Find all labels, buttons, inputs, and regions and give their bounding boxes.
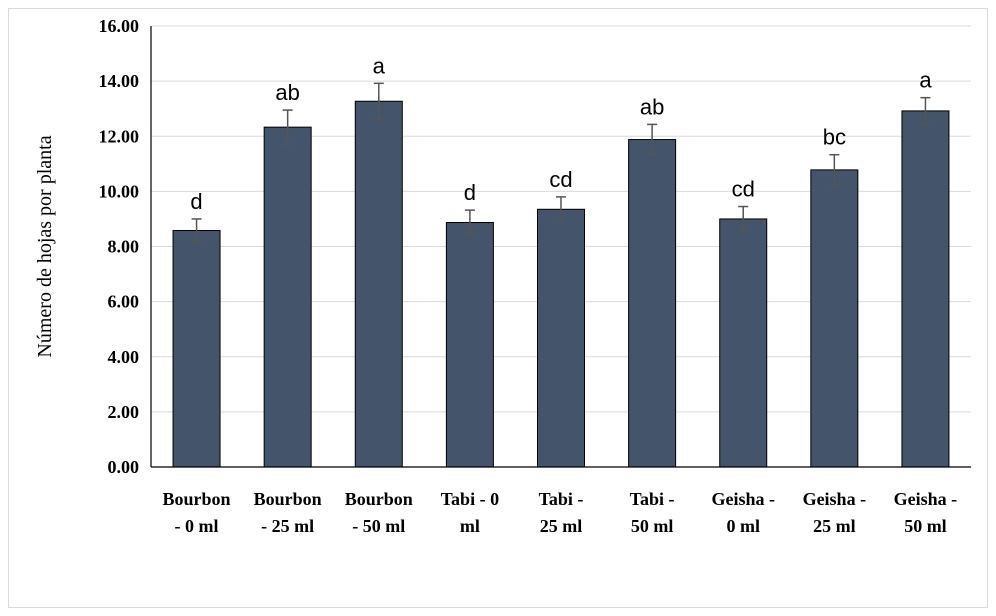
category-label-line: 0 ml — [726, 516, 760, 536]
y-tick-label: 10.00 — [99, 181, 140, 201]
category-label-line: Geisha - — [803, 489, 867, 509]
bar-4 — [445, 222, 494, 468]
error-bar-1 — [191, 218, 202, 243]
category-label-line: Bourbon — [345, 489, 413, 509]
category-label-line: 25 ml — [813, 516, 856, 536]
category-label-4: Tabi - 0 ml — [441, 489, 499, 536]
category-label-line: Geisha - — [711, 489, 775, 509]
category-label-line: ml — [460, 516, 480, 536]
y-tick-label: 4.00 — [108, 347, 140, 367]
y-tick-label: 14.00 — [99, 71, 140, 91]
category-label-2: Bourbon - 25 ml — [254, 489, 322, 536]
category-label-line: Bourbon — [254, 489, 322, 509]
category-label-line: 50 ml — [904, 516, 947, 536]
bar-6 — [628, 139, 677, 468]
category-label-line: Tabi - 0 — [441, 489, 499, 509]
error-bar-5 — [556, 196, 566, 223]
x-axis-categories: Bourbon - 0 ml Bourbon - 25 ml Bourbon - 50 m… — [163, 489, 958, 536]
bar-1 — [172, 230, 221, 468]
category-label-line: Geisha - — [894, 489, 958, 509]
data-labels: d ab a d cd ab cd bc a — [190, 53, 932, 214]
y-tick-label: 12.00 — [99, 126, 140, 146]
error-bars — [191, 82, 931, 243]
category-label-line: Tabi - — [539, 489, 584, 509]
category-label-9: Geisha - 50 ml — [894, 489, 958, 536]
bar-2 — [263, 126, 312, 468]
y-axis-ticks: 0.00 2.00 4.00 6.00 8.00 10.00 12.00 14.00 16.00 — [99, 16, 140, 477]
chart-frame: 0.00 2.00 4.00 6.00 8.00 10.00 12.00 14.00 16.00… — [8, 8, 988, 608]
category-label-line: Bourbon — [163, 489, 231, 509]
bar-5 — [537, 208, 585, 468]
category-label-8: Geisha - 25 ml — [803, 489, 867, 536]
y-tick-label: 6.00 — [108, 292, 140, 312]
category-label-line: 50 ml — [631, 516, 674, 536]
bar-7 — [719, 218, 768, 468]
category-label-6: Tabi - 50 ml — [630, 489, 675, 536]
bar-chart: 0.00 2.00 4.00 6.00 8.00 10.00 12.00 14.00 16.00… — [34, 16, 971, 536]
y-axis-label: Número de hojas por planta — [34, 135, 56, 357]
category-label-7: Geisha - 0 ml — [711, 489, 775, 536]
category-label-line: Tabi - — [630, 489, 675, 509]
bars — [172, 100, 950, 468]
data-label-3: a — [373, 53, 386, 78]
category-label-line: - 25 ml — [261, 516, 314, 536]
data-label-1: d — [190, 189, 202, 214]
category-label-1: Bourbon - 0 ml — [163, 489, 231, 536]
error-bar-4 — [464, 209, 475, 236]
category-label-line: - 50 ml — [352, 516, 405, 536]
data-label-8: bc — [823, 125, 846, 150]
y-tick-label: 8.00 — [108, 237, 140, 257]
bar-9 — [901, 110, 950, 468]
category-label-line: - 0 ml — [175, 516, 219, 536]
bar-8 — [810, 169, 859, 468]
data-label-6: ab — [640, 94, 664, 119]
error-bar-6 — [647, 123, 658, 156]
error-bar-3 — [373, 82, 384, 120]
data-label-5: cd — [549, 167, 572, 192]
y-tick-label: 0.00 — [108, 457, 140, 477]
error-bar-9 — [920, 96, 931, 125]
data-label-7: cd — [732, 177, 755, 202]
data-label-2: ab — [275, 80, 299, 105]
category-label-3: Bourbon - 50 ml — [345, 489, 413, 536]
category-label-line: 25 ml — [540, 516, 583, 536]
data-label-9: a — [919, 68, 932, 93]
error-bar-8 — [829, 153, 840, 186]
y-tick-label: 16.00 — [99, 16, 140, 36]
data-label-4: d — [464, 180, 476, 205]
y-tick-label: 2.00 — [108, 402, 140, 422]
error-bar-7 — [738, 205, 749, 233]
error-bar-2 — [282, 109, 293, 145]
category-label-5: Tabi - 25 ml — [539, 489, 584, 536]
bar-3 — [354, 100, 403, 468]
